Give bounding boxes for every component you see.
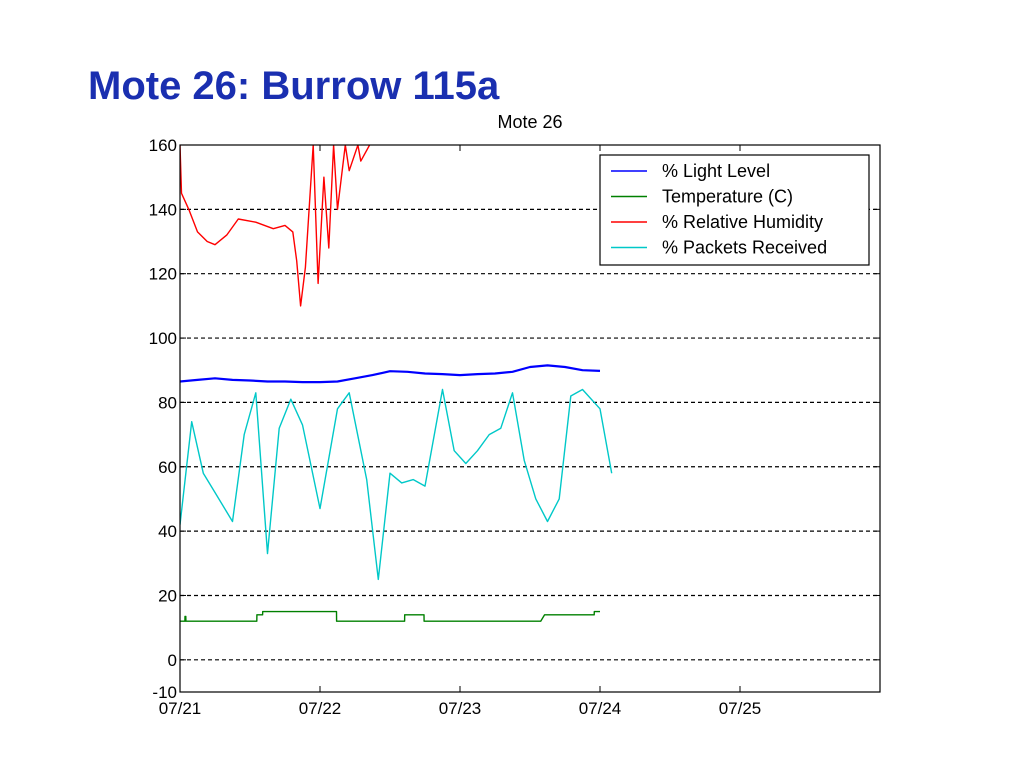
legend: % Light Level Temperature (C) % Relative H… — [599, 154, 870, 266]
series-line-temperature-c — [180, 610, 600, 622]
plot-frame — [179, 144, 881, 693]
x-tick-label: 07/22 — [299, 699, 342, 718]
series-lines — [180, 145, 613, 622]
x-tick-label: 07/25 — [719, 699, 762, 718]
series-line-relative-humidity — [180, 145, 371, 307]
legend-label: % Light Level — [662, 161, 770, 181]
legend-label: % Relative Humidity — [662, 212, 823, 232]
y-tick-label: 140 — [149, 200, 177, 219]
y-tick-label: 60 — [158, 458, 177, 477]
slide-title: Mote 26: Burrow 115a — [88, 64, 500, 108]
x-tick-label: 07/23 — [439, 699, 482, 718]
legend-label: Temperature (C) — [662, 187, 793, 207]
y-tick-label: 160 — [149, 136, 177, 155]
y-tick-label: 20 — [158, 586, 177, 605]
x-tick-label: 07/24 — [579, 699, 622, 718]
y-tick-label: 40 — [158, 522, 177, 541]
y-tick-label: 100 — [149, 329, 177, 348]
series-line-light-level — [180, 364, 601, 384]
axis-ticks: -10 0 20 40 60 80 100 120 140 160 07/21 07/22 07/23 0… — [149, 136, 880, 718]
y-tick-label: 80 — [158, 393, 177, 412]
chart-title: Mote 26 — [497, 112, 562, 132]
series-line-packets-received — [180, 388, 613, 581]
x-tick-label: 07/21 — [159, 699, 202, 718]
y-tick-label: -10 — [152, 683, 177, 702]
y-tick-label: 120 — [149, 265, 177, 284]
legend-label: % Packets Received — [662, 238, 827, 258]
y-tick-label: 0 — [168, 651, 177, 670]
legend-box — [599, 154, 870, 266]
